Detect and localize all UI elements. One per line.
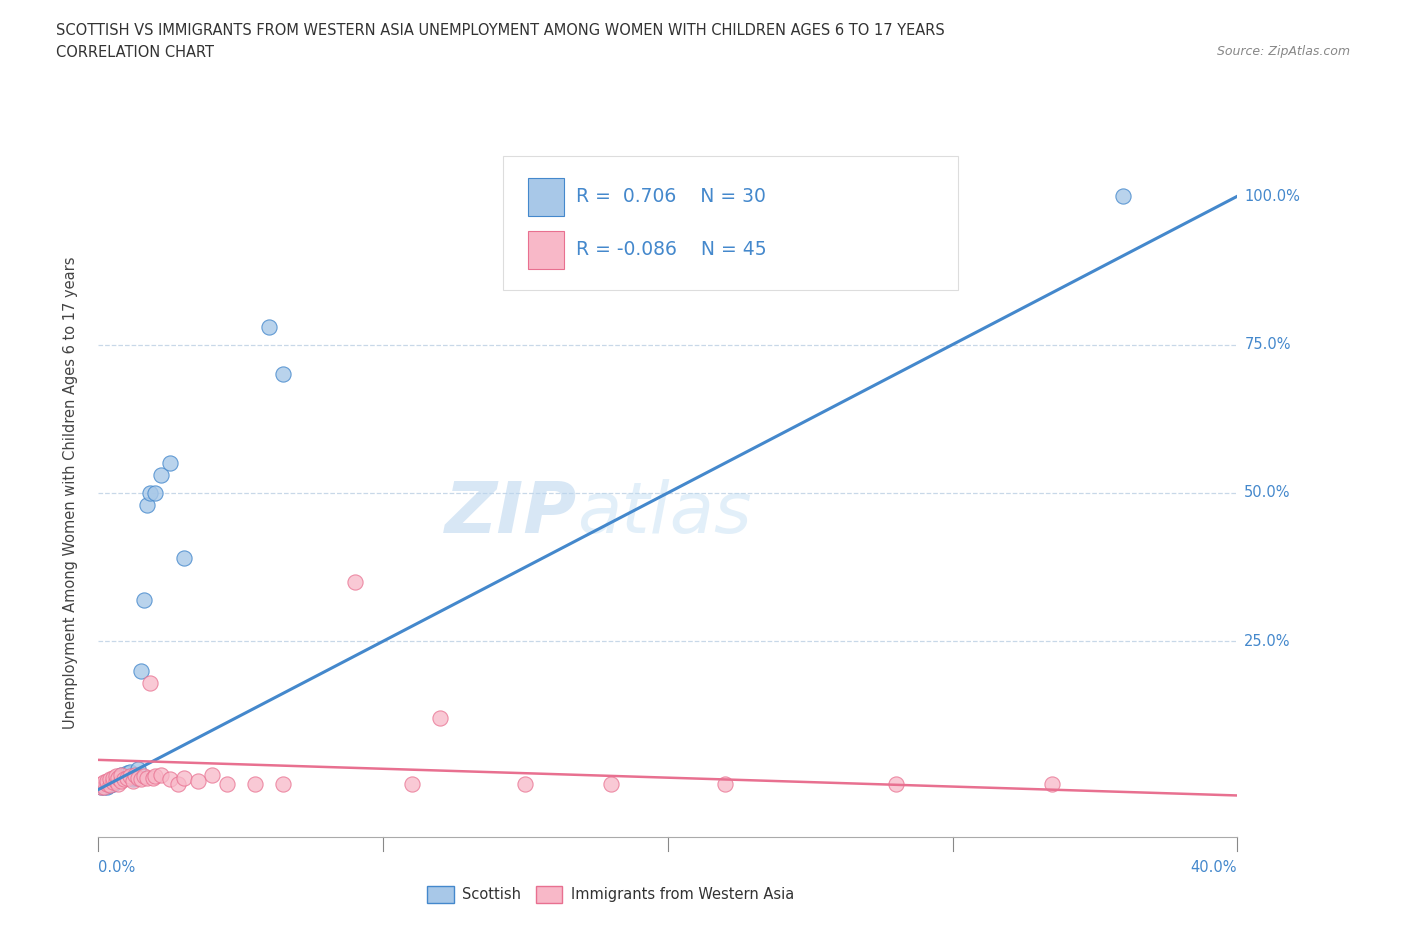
FancyBboxPatch shape (527, 232, 564, 270)
Point (90, 779, 112, 794)
Point (101, 770, 124, 785)
Point (141, 770, 163, 785)
Point (127, 762, 149, 777)
Point (884, 777, 907, 791)
Point (150, 468, 173, 483)
Point (101, 777, 124, 791)
Point (96, 779, 118, 794)
Point (714, 777, 737, 791)
Point (243, 777, 266, 791)
Point (90, 777, 112, 791)
Point (110, 767, 132, 782)
Point (124, 767, 146, 782)
Point (273, 777, 295, 791)
Point (104, 773, 127, 788)
Point (343, 575, 366, 590)
Text: 0.0%: 0.0% (98, 860, 135, 875)
Legend: Scottish, Immigrants from Western Asia: Scottish, Immigrants from Western Asia (422, 881, 800, 909)
Point (90, 779, 112, 794)
Point (107, 777, 129, 791)
Point (215, 777, 238, 791)
Point (429, 711, 451, 725)
Point (98, 777, 121, 792)
Point (118, 769, 141, 784)
Point (112, 771, 135, 786)
Text: R =  0.706    N = 30: R = 0.706 N = 30 (575, 188, 765, 206)
Text: 50.0%: 50.0% (1244, 485, 1291, 500)
Point (107, 770, 129, 785)
Point (107, 770, 129, 785)
Text: 100.0%: 100.0% (1244, 189, 1301, 204)
Point (167, 777, 190, 791)
Text: R = -0.086    N = 45: R = -0.086 N = 45 (575, 241, 766, 259)
Text: 25.0%: 25.0% (1244, 633, 1291, 649)
Point (135, 770, 157, 785)
Point (173, 551, 195, 565)
Text: Source: ZipAtlas.com: Source: ZipAtlas.com (1216, 45, 1350, 58)
Text: ZIP: ZIP (444, 479, 576, 548)
Point (145, 769, 167, 784)
Point (515, 777, 537, 791)
Point (884, 189, 907, 204)
Point (124, 770, 146, 785)
Point (110, 773, 132, 788)
Point (110, 767, 132, 782)
Point (98, 777, 121, 791)
Text: SCOTTISH VS IMMIGRANTS FROM WESTERN ASIA UNEMPLOYMENT AMONG WOMEN WITH CHILDREN : SCOTTISH VS IMMIGRANTS FROM WESTERN ASIA… (56, 23, 945, 38)
Point (129, 771, 152, 786)
Point (115, 765, 138, 780)
Point (96, 773, 118, 788)
Point (401, 777, 423, 791)
Point (96, 777, 118, 791)
Point (98, 771, 121, 786)
Point (159, 456, 181, 471)
Point (273, 366, 295, 381)
Point (98, 777, 121, 792)
Point (118, 764, 141, 779)
Point (93, 775, 115, 790)
Text: CORRELATION CHART: CORRELATION CHART (56, 45, 214, 60)
Point (127, 770, 149, 785)
Point (93, 779, 115, 794)
Point (104, 771, 127, 786)
Point (173, 770, 195, 785)
Point (121, 771, 143, 786)
Point (101, 775, 124, 790)
Text: atlas: atlas (576, 479, 751, 548)
Point (132, 592, 155, 607)
Point (187, 773, 209, 788)
Point (112, 769, 135, 784)
Point (138, 675, 160, 690)
Point (132, 769, 155, 784)
Point (159, 771, 181, 786)
Point (115, 770, 138, 785)
Point (129, 663, 152, 678)
Point (1112, 189, 1135, 204)
Point (121, 773, 143, 788)
FancyBboxPatch shape (527, 179, 564, 217)
Point (93, 779, 115, 794)
Point (104, 769, 127, 784)
Point (259, 319, 281, 334)
Point (104, 773, 127, 788)
Point (138, 485, 160, 500)
Y-axis label: Unemployment Among Women with Children Ages 6 to 17 years: Unemployment Among Women with Children A… (63, 257, 77, 729)
Point (600, 777, 623, 791)
Point (101, 775, 124, 790)
FancyBboxPatch shape (503, 155, 959, 290)
Point (1040, 777, 1063, 791)
Point (150, 767, 173, 782)
Point (201, 767, 224, 782)
Point (145, 485, 167, 500)
Point (135, 498, 157, 512)
Text: 40.0%: 40.0% (1191, 860, 1237, 875)
Point (96, 777, 118, 792)
Text: 75.0%: 75.0% (1244, 337, 1291, 352)
